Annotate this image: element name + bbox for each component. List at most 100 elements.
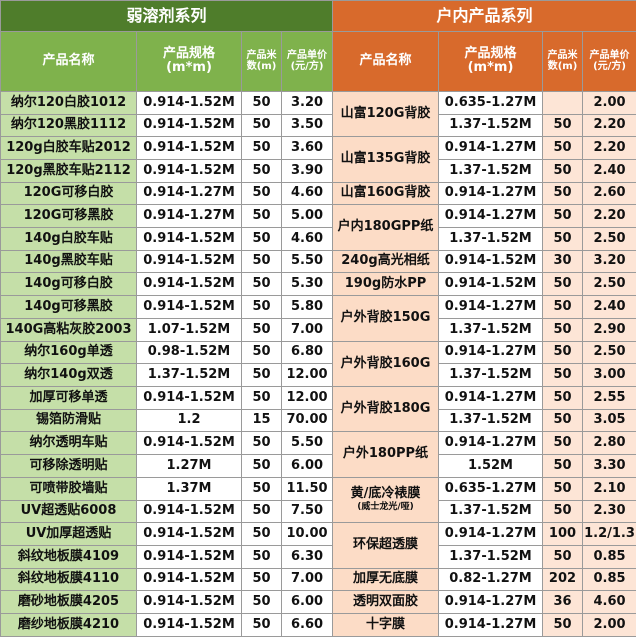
product-length: 50 bbox=[542, 408, 583, 433]
table-row: 120G可移黑胶 0.914-1.27M 50 5.00 bbox=[0, 204, 334, 229]
table-row: 可移除透明贴 1.27M 50 6.00 bbox=[0, 454, 334, 478]
product-length: 50 bbox=[542, 317, 583, 342]
left-table: 弱溶剂系列 产品名称 产品规格 (m*m) 产品米数(m) 产品单价(元/方) 纳尔120白… bbox=[0, 0, 334, 637]
right-header-length: 产品米数(m) bbox=[542, 30, 583, 92]
product-spec: 1.27M bbox=[136, 454, 242, 478]
product-name: 户外180PP纸 bbox=[332, 431, 439, 478]
table-row: 山富160G背胶 0.914-1.27M 50 2.60 bbox=[332, 181, 636, 206]
product-length: 50 bbox=[241, 590, 282, 615]
product-length: 50 bbox=[241, 340, 282, 365]
table-row: 户外背胶180G 0.914-1.27M 50 2.55 bbox=[332, 385, 636, 433]
product-spec: 1.52M bbox=[438, 454, 543, 478]
product-price: 3.60 bbox=[280, 136, 334, 160]
product-price: 3.00 bbox=[581, 363, 636, 387]
product-length: 50 bbox=[542, 113, 583, 138]
table-row: 140g可移黑胶 0.914-1.52M 50 5.80 bbox=[0, 295, 334, 319]
product-name: 斜纹地板膜4109 bbox=[0, 544, 137, 569]
product-price: 6.30 bbox=[280, 544, 334, 569]
product-length: 50 bbox=[241, 522, 282, 546]
product-spec: 0.914-1.27M bbox=[136, 181, 242, 206]
product-spec: 0.914-1.27M bbox=[136, 204, 242, 229]
product-price: 12.00 bbox=[280, 385, 334, 410]
product-name-text: 190g防水PP bbox=[344, 276, 427, 292]
product-spec: 1.37-1.52M bbox=[438, 113, 543, 138]
product-name: 纳尔140g双透 bbox=[0, 363, 137, 387]
product-name: 环保超透膜 bbox=[332, 522, 439, 569]
product-length: 50 bbox=[542, 181, 583, 206]
product-name-text: 黄/底冷裱膜 bbox=[350, 485, 421, 501]
table-row: 锡箔防滑贴 1.2 15 70.00 bbox=[0, 408, 334, 433]
product-price: 0.85 bbox=[581, 567, 636, 592]
product-price: 2.00 bbox=[581, 613, 636, 637]
product-name-text: 240g高光相纸 bbox=[341, 253, 430, 269]
table-row: 斜纹地板膜4110 0.914-1.52M 50 7.00 bbox=[0, 567, 334, 592]
product-spec: 1.37-1.52M bbox=[438, 363, 543, 387]
product-length: 202 bbox=[542, 567, 583, 592]
product-price: 2.40 bbox=[581, 158, 636, 183]
product-spec: 0.635-1.27M bbox=[438, 476, 543, 501]
product-length: 50 bbox=[241, 158, 282, 183]
product-price: 1.2/1.3 bbox=[581, 522, 636, 546]
product-length: 50 bbox=[241, 499, 282, 524]
product-spec: 0.914-1.52M bbox=[136, 272, 242, 297]
table-row: 山富135G背胶 0.914-1.27M 50 2.20 bbox=[332, 136, 636, 183]
product-name: 十字膜 bbox=[332, 613, 439, 637]
table-row: 户外背胶150G 0.914-1.27M 50 2.40 bbox=[332, 295, 636, 342]
table-row: 240g高光相纸 0.914-1.52M 30 3.20 bbox=[332, 249, 636, 274]
product-length: 50 bbox=[241, 544, 282, 569]
product-spec: 0.914-1.52M bbox=[136, 499, 242, 524]
product-spec: 0.914-1.27M bbox=[438, 385, 543, 410]
product-length: 50 bbox=[542, 136, 583, 160]
product-price: 2.10 bbox=[581, 476, 636, 501]
product-name: UV超透贴6008 bbox=[0, 499, 137, 524]
product-name-text: 户外背胶180G bbox=[340, 401, 431, 417]
product-name-text: 加厚无底膜 bbox=[352, 571, 418, 587]
product-name: 磨纱地板膜4210 bbox=[0, 613, 137, 637]
table-row: 120G可移白胶 0.914-1.27M 50 4.60 bbox=[0, 181, 334, 206]
table-row: 环保超透膜 0.914-1.27M 100 1.2/1.3 bbox=[332, 522, 636, 569]
product-price: 2.90 bbox=[581, 317, 636, 342]
product-spec: 0.914-1.27M bbox=[438, 295, 543, 319]
product-spec: 1.37-1.52M bbox=[438, 499, 543, 524]
product-price: 2.50 bbox=[581, 272, 636, 297]
product-length: 50 bbox=[241, 272, 282, 297]
product-price: 2.00 bbox=[581, 90, 636, 115]
product-price: 3.30 bbox=[581, 454, 636, 478]
right-header-name: 产品名称 bbox=[332, 30, 439, 92]
table-row: 纳尔120黑胶1112 0.914-1.52M 50 3.50 bbox=[0, 113, 334, 138]
product-price: 2.20 bbox=[581, 113, 636, 138]
product-price: 3.50 bbox=[280, 113, 334, 138]
product-name: 透明双面胶 bbox=[332, 590, 439, 615]
product-spec: 0.635-1.27M bbox=[438, 90, 543, 115]
product-name-text: 十字膜 bbox=[365, 616, 405, 632]
product-price: 4.60 bbox=[280, 181, 334, 206]
product-spec: 0.914-1.52M bbox=[136, 227, 242, 251]
product-price: 3.90 bbox=[280, 158, 334, 183]
product-spec: 0.914-1.52M bbox=[136, 544, 242, 569]
table-row: 1.37-1.52M 50 2.30 bbox=[333, 499, 636, 524]
product-length: 50 bbox=[241, 317, 282, 342]
product-length: 50 bbox=[241, 363, 282, 387]
product-spec: 0.914-1.52M bbox=[136, 90, 242, 115]
product-name: 120G可移黑胶 bbox=[0, 204, 137, 229]
product-length: 50 bbox=[241, 295, 282, 319]
product-length: 50 bbox=[542, 204, 583, 229]
product-name: 户外背胶150G bbox=[332, 295, 439, 342]
table-row: 加厚可移单透 0.914-1.52M 50 12.00 bbox=[0, 385, 334, 410]
product-spec: 0.914-1.52M bbox=[136, 249, 242, 274]
product-price: 2.60 bbox=[581, 181, 636, 206]
table-row: 纳尔160g单透 0.98-1.52M 50 6.80 bbox=[0, 340, 334, 365]
product-price: 2.30 bbox=[581, 499, 636, 524]
table-row: 磨砂地板膜4205 0.914-1.52M 50 6.00 bbox=[0, 590, 334, 615]
product-length: 50 bbox=[241, 249, 282, 274]
table-row: 透明双面胶 0.914-1.27M 36 4.60 bbox=[332, 590, 636, 615]
product-price: 7.00 bbox=[280, 567, 334, 592]
table-row: UV超透贴6008 0.914-1.52M 50 7.50 bbox=[0, 499, 334, 524]
product-length: 50 bbox=[241, 613, 282, 637]
product-name: 锡箔防滑贴 bbox=[0, 408, 137, 433]
product-price: 5.80 bbox=[280, 295, 334, 319]
product-spec: 0.914-1.52M bbox=[136, 295, 242, 319]
product-length bbox=[542, 90, 583, 115]
product-price: 2.50 bbox=[581, 340, 636, 365]
product-length: 50 bbox=[241, 227, 282, 251]
